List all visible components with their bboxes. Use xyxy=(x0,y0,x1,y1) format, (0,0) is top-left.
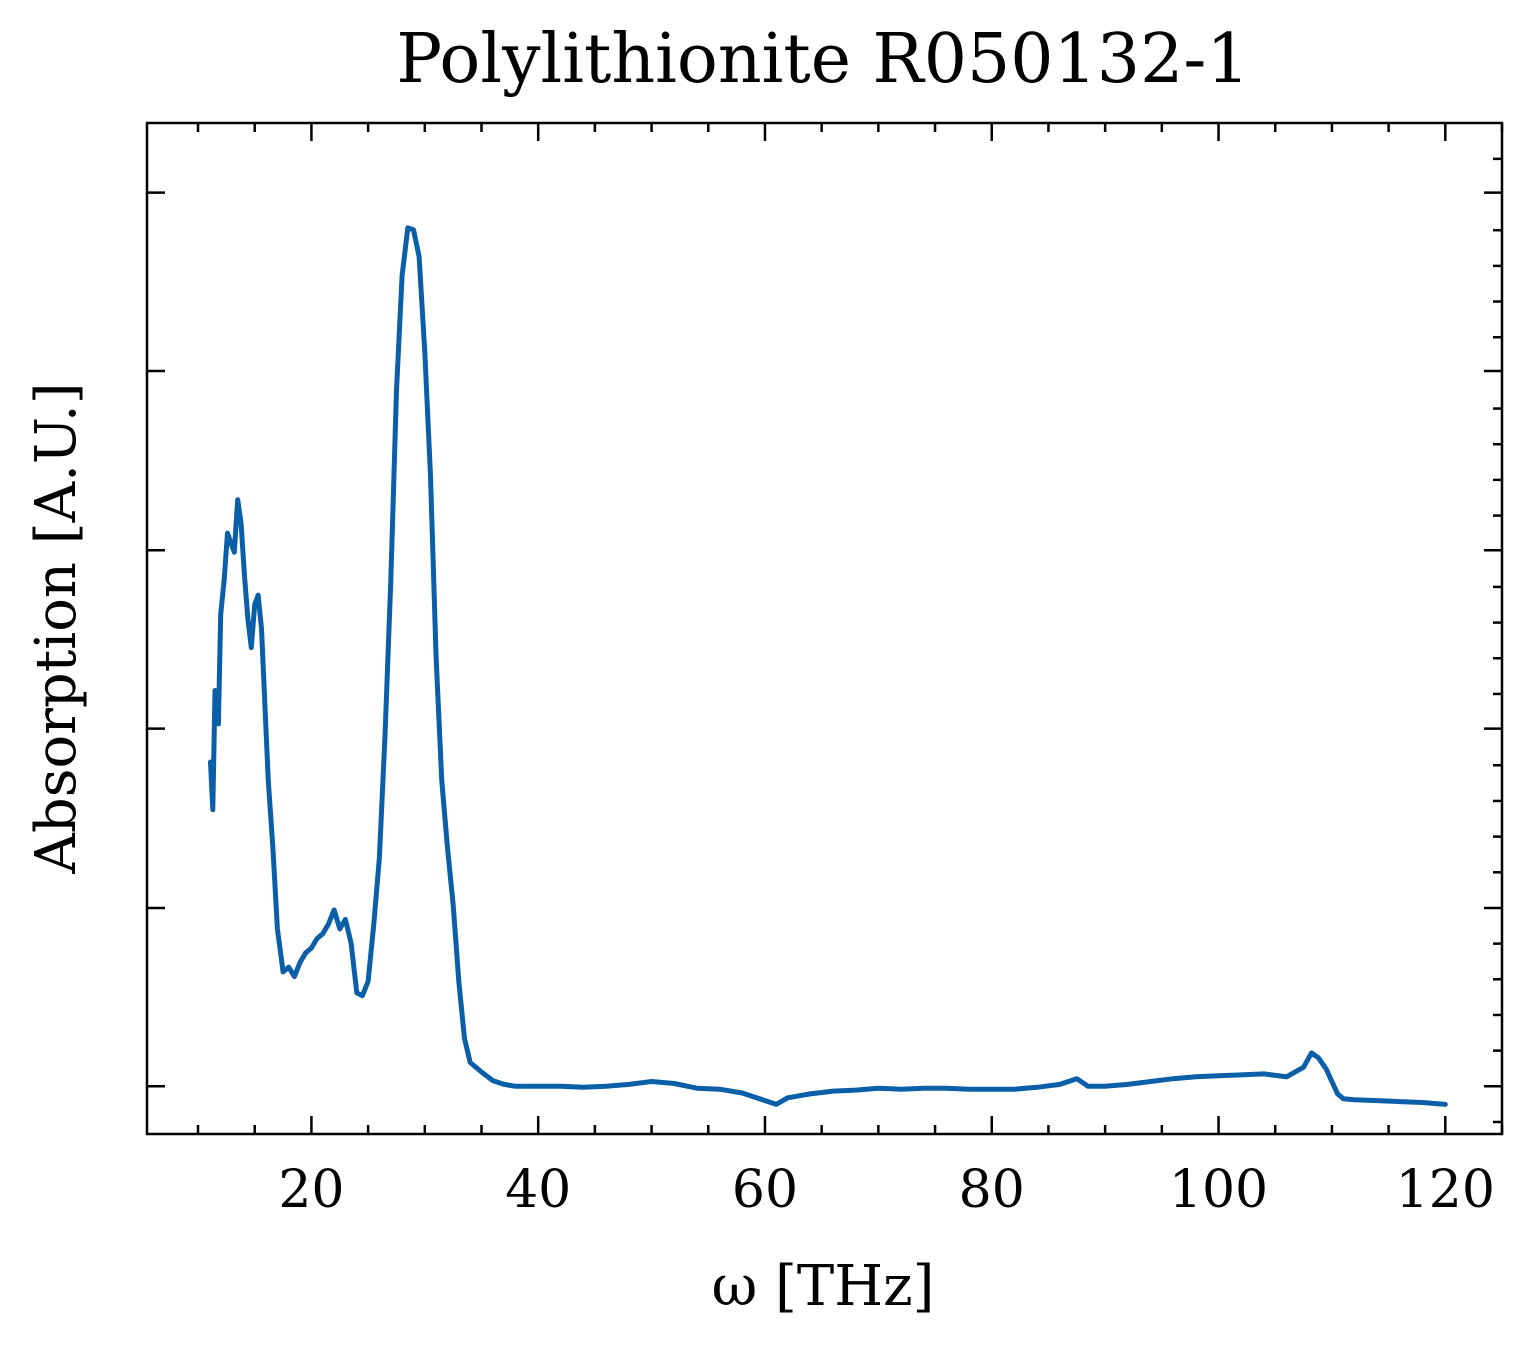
x-tick-label: 120 xyxy=(1396,1160,1495,1220)
x-tick-label: 20 xyxy=(278,1160,344,1220)
x-tick-labels: 20 40 60 80 100 120 xyxy=(278,1160,1495,1220)
y-axis-label: Absorption [A.U.] xyxy=(24,382,89,874)
chart-title: Polylithionite R050132-1 xyxy=(396,20,1249,99)
x-axis-label: ω [THz] xyxy=(712,1254,935,1319)
plot-frame xyxy=(145,121,1504,1136)
x-tick-label: 60 xyxy=(732,1160,798,1220)
tick-marks xyxy=(147,123,1504,1134)
series-line xyxy=(208,225,1448,1107)
x-tick-label: 100 xyxy=(1169,1160,1268,1220)
x-tick-label: 40 xyxy=(505,1160,571,1220)
x-tick-label: 80 xyxy=(959,1160,1025,1220)
